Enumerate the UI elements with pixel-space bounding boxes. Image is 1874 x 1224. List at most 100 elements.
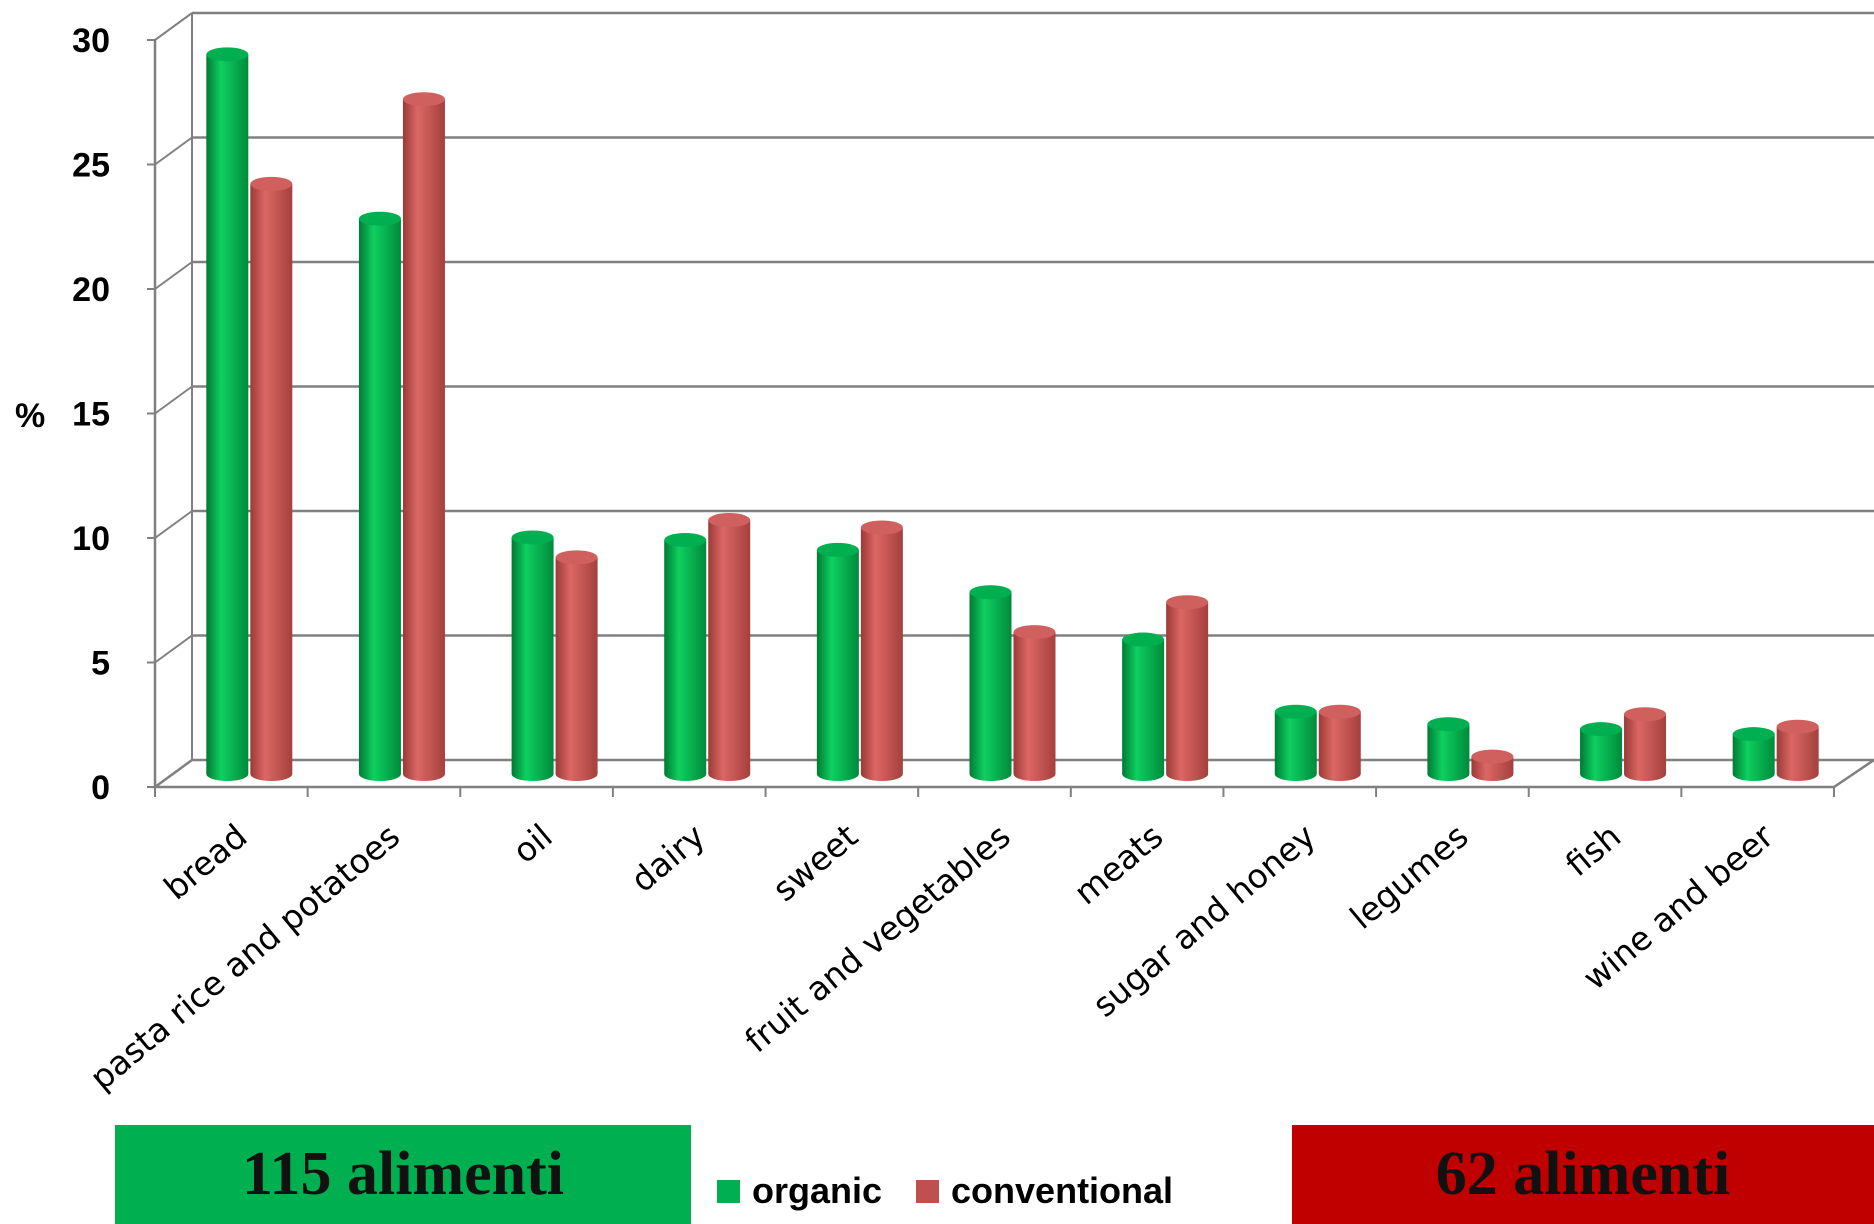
x-category-label: fruit and vegetables	[737, 816, 1017, 1060]
bar-conventional-5-body	[1013, 632, 1056, 782]
bar-organic-4	[816, 542, 859, 782]
bar-conventional-9-body	[1624, 714, 1667, 782]
x-category-label: bread	[156, 816, 254, 907]
bar-conventional-7-body	[1318, 711, 1361, 781]
y-tick-label: 15	[72, 396, 110, 434]
bar-conventional-6-body	[1166, 602, 1209, 782]
y-tick-label: 5	[91, 645, 110, 683]
bar-conventional-7-top	[1318, 704, 1361, 719]
bar-organic-5-top	[969, 585, 1012, 600]
bar-organic-5	[969, 585, 1012, 782]
side-wall-gridline	[154, 634, 193, 664]
bar-conventional-4-body	[860, 527, 903, 782]
bar-organic-2	[511, 530, 554, 781]
bar-conventional-8-body	[1471, 756, 1514, 782]
chart-floor	[151, 758, 1874, 789]
bar-organic-9-body	[1580, 729, 1623, 782]
bar-conventional-10-body	[1776, 726, 1819, 782]
bar-conventional-8-top	[1471, 749, 1514, 764]
bar-conventional-10-top	[1776, 719, 1819, 734]
y-tick-label: 20	[72, 271, 110, 309]
bar-conventional-5-top	[1013, 625, 1056, 640]
bar-organic-7-top	[1274, 704, 1317, 719]
bar-conventional-3-top	[708, 513, 751, 528]
bar-organic-8	[1427, 717, 1470, 782]
bar-organic-3-top	[664, 532, 707, 547]
bar-organic-6	[1122, 632, 1165, 782]
bar-conventional-10	[1776, 719, 1819, 782]
bar-organic-3	[664, 532, 707, 782]
organic-count-box: 115 alimenti	[115, 1125, 691, 1224]
bar-conventional-4-top	[860, 520, 903, 535]
legend-swatch-conventional	[916, 1179, 940, 1203]
gridlines	[151, 11, 1874, 789]
bar-organic-2-body	[511, 537, 554, 781]
bar-organic-8-body	[1427, 724, 1470, 782]
side-wall-gridline	[154, 261, 193, 290]
axes	[147, 12, 1835, 797]
bar-organic-1-body	[358, 218, 401, 782]
bar-conventional-2-body	[555, 557, 598, 782]
y-tick-label: 30	[72, 22, 110, 60]
conventional-count-box: 62 alimenti	[1292, 1125, 1874, 1224]
bar-conventional-6-top	[1166, 595, 1209, 610]
bar-organic-9	[1580, 722, 1623, 782]
y-tick-label: 0	[91, 769, 110, 807]
bar-organic-4-body	[816, 549, 859, 782]
bar-conventional-8	[1471, 749, 1514, 782]
x-category-label: sweet	[765, 816, 865, 909]
conventional-count-label: 62 alimenti	[1435, 1140, 1731, 1208]
legend: organic conventional	[717, 1170, 1207, 1212]
bar-organic-10-top	[1732, 727, 1775, 742]
side-wall-gridline	[154, 510, 193, 539]
bar-conventional-7	[1318, 704, 1361, 781]
bar-conventional-6	[1166, 595, 1209, 782]
bar-organic-6-top	[1122, 632, 1165, 647]
bar-organic-10	[1732, 727, 1775, 782]
bar-organic-5-body	[969, 592, 1012, 782]
bar-conventional-1-body	[402, 99, 445, 782]
bar-conventional-5	[1013, 625, 1056, 782]
bar-conventional-9	[1624, 707, 1667, 782]
bar-conventional-3	[708, 513, 751, 782]
x-category-label: pasta rice and potatoes	[82, 816, 407, 1097]
bar-organic-0-top	[206, 47, 249, 62]
side-wall-gridline	[154, 385, 193, 415]
bar-organic-4-top	[816, 542, 859, 557]
bar-conventional-3-body	[708, 520, 751, 782]
legend-label-conventional: conventional	[951, 1170, 1174, 1211]
bar-organic-7	[1274, 704, 1317, 782]
bars	[206, 47, 1819, 782]
legend-label-organic: organic	[752, 1170, 883, 1211]
bar-conventional-1-top	[402, 92, 445, 107]
x-category-label: dairy	[623, 816, 712, 900]
bar-organic-3-body	[664, 539, 707, 782]
bar-conventional-0-top	[250, 176, 293, 191]
legend-item-conventional: conventional	[916, 1170, 1173, 1212]
bar-organic-10-body	[1732, 734, 1775, 782]
bar-organic-6-body	[1122, 639, 1165, 782]
bar-conventional-4	[860, 520, 903, 782]
x-category-label: fish	[1558, 816, 1628, 884]
legend-swatch-organic	[717, 1179, 740, 1203]
bar-organic-8-top	[1427, 717, 1470, 732]
x-category-label: oil	[505, 816, 560, 871]
bar-organic-1	[358, 211, 401, 782]
bar-conventional-9-top	[1624, 707, 1667, 722]
side-wall-top-edge	[154, 12, 193, 41]
x-category-label: legumes	[1342, 816, 1475, 936]
bar-conventional-0	[250, 176, 293, 782]
bar-conventional-1	[402, 92, 445, 782]
legend-item-organic: organic	[717, 1170, 882, 1212]
y-tick-label: 10	[72, 520, 110, 558]
bar-organic-7-body	[1274, 711, 1317, 782]
bar-organic-1-top	[358, 211, 401, 226]
side-wall-gridline	[154, 136, 193, 166]
bar-organic-2-top	[511, 530, 554, 545]
bar-organic-0-body	[206, 54, 249, 782]
bar-organic-0	[206, 47, 249, 782]
bar-conventional-0-body	[250, 183, 293, 782]
y-tick-label: 25	[72, 147, 110, 185]
x-category-label: meats	[1066, 816, 1170, 912]
